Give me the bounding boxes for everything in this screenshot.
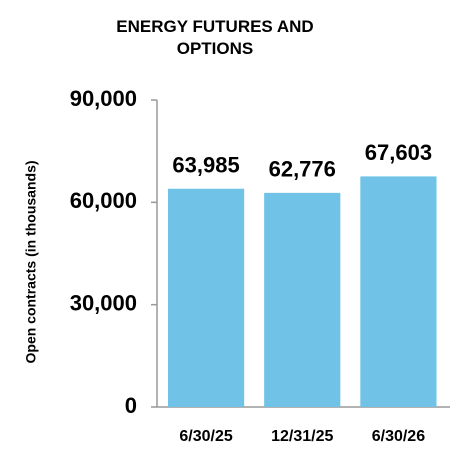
y-tick-label: 90,000 [70, 86, 137, 111]
x-tick-label: 6/30/25 [179, 428, 232, 445]
bar [264, 192, 341, 407]
value-label: 63,985 [172, 153, 239, 178]
bar [360, 176, 437, 407]
y-tick-label: 30,000 [70, 290, 137, 315]
y-tick-label: 0 [125, 393, 137, 418]
x-tick-label: 6/30/26 [372, 428, 425, 445]
bar [167, 188, 245, 407]
value-label: 62,776 [269, 157, 336, 182]
chart-title: ENERGY FUTURES AND OPTIONS [116, 17, 314, 58]
y-tick-label: 60,000 [70, 188, 137, 213]
x-tick-label: 12/31/25 [271, 428, 333, 445]
value-label: 67,603 [365, 140, 432, 165]
y-axis-label: Open contracts (in thousands) [23, 160, 39, 363]
